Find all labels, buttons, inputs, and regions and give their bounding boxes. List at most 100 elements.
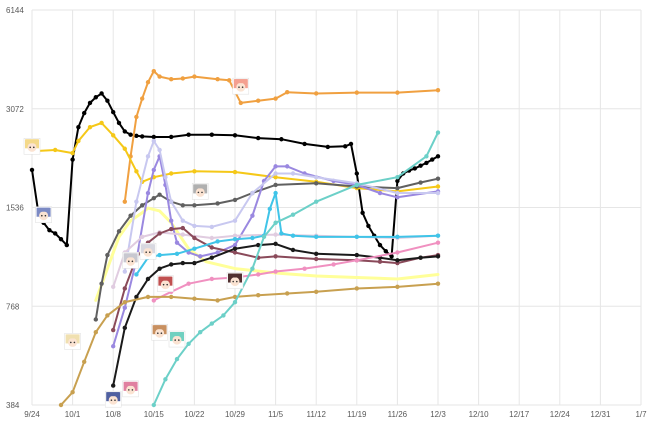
data-point [348, 141, 354, 147]
data-point [418, 163, 423, 168]
data-point [273, 182, 278, 188]
data-point [435, 154, 441, 159]
rose-avatar [122, 380, 139, 398]
data-point [435, 281, 441, 286]
data-point [180, 218, 185, 223]
x-tick-label: 10/8 [105, 410, 121, 419]
data-point [395, 250, 400, 255]
x-tick-label: 10/22 [184, 410, 205, 419]
silver-hair-avatar [122, 252, 139, 269]
x-tick-label: 9/24 [24, 410, 40, 419]
data-point [354, 234, 359, 240]
data-point [198, 330, 203, 335]
y-tick-label: 384 [6, 401, 20, 410]
x-tick-label: 1/7 [635, 410, 647, 419]
axes: 9/24 10/1 10/8 10/15 10/22 10/29 11/5 11/12 11/1… [6, 6, 647, 419]
data-point [122, 199, 128, 204]
data-point [354, 182, 359, 188]
data-point [232, 197, 238, 203]
data-point [343, 144, 348, 149]
data-point [174, 240, 180, 245]
data-point [122, 305, 128, 310]
data-point [140, 203, 145, 208]
data-point [169, 199, 174, 204]
data-point [122, 286, 128, 291]
data-point [250, 266, 255, 271]
data-point [279, 231, 284, 236]
x-tick-label: 10/29 [225, 410, 246, 419]
x-tick-label: 12/10 [469, 410, 490, 419]
data-point [29, 167, 35, 173]
data-point [151, 167, 156, 173]
data-point [105, 313, 110, 318]
data-point [145, 294, 151, 300]
data-point [273, 232, 278, 237]
y-tick-label: 1536 [6, 204, 24, 213]
data-point [418, 255, 423, 260]
data-point [99, 91, 104, 96]
data-point [76, 138, 81, 144]
data-point [105, 98, 110, 103]
data-point [435, 176, 441, 181]
data-point [111, 327, 116, 333]
data-point [377, 190, 383, 196]
data-point [151, 68, 156, 74]
data-point [70, 150, 75, 156]
data-point [273, 175, 278, 180]
data-point [145, 276, 151, 282]
data-point [261, 234, 267, 240]
data-point [134, 169, 139, 174]
x-tick-label: 12/24 [550, 410, 571, 419]
data-point [134, 199, 139, 204]
data-point [250, 235, 255, 241]
data-point [290, 247, 296, 253]
data-point [435, 233, 441, 238]
data-point [111, 284, 116, 290]
data-point [267, 206, 272, 212]
data-point [435, 190, 441, 196]
data-point [383, 249, 388, 254]
data-point [331, 262, 336, 267]
data-point [99, 120, 104, 126]
data-point [192, 169, 197, 174]
data-point [209, 235, 214, 241]
data-point [256, 98, 261, 103]
data-point [87, 124, 93, 130]
data-point [99, 281, 104, 286]
series-line [123, 140, 439, 273]
data-point [169, 134, 174, 140]
data-point [151, 138, 156, 144]
series-line [94, 177, 439, 321]
data-point [232, 246, 238, 251]
series-line [152, 241, 439, 302]
data-point [209, 321, 214, 326]
data-point [273, 241, 278, 247]
data-point [157, 252, 162, 258]
data-point [93, 95, 99, 100]
data-point [435, 184, 441, 189]
data-point [198, 254, 203, 259]
data-point [180, 232, 185, 237]
data-point [209, 255, 214, 260]
data-point [64, 242, 70, 248]
data-point [145, 154, 151, 159]
y-tick-label: 768 [6, 302, 20, 311]
data-point [232, 233, 238, 238]
data-point [192, 223, 197, 229]
data-point [111, 383, 116, 388]
data-point [163, 175, 168, 180]
series-13 [58, 281, 441, 408]
data-point [395, 195, 400, 200]
dark-hair-avatar [226, 272, 244, 289]
data-point [134, 133, 139, 139]
data-point [273, 96, 278, 101]
data-point [314, 181, 319, 186]
series-10 [111, 241, 441, 388]
pink-hair-avatar [232, 77, 250, 95]
white-hair-avatar [139, 242, 157, 260]
x-tick-label: 11/12 [306, 410, 326, 419]
blonde-girl-avatar [23, 138, 41, 155]
data-point [250, 190, 255, 196]
data-point [325, 144, 330, 150]
